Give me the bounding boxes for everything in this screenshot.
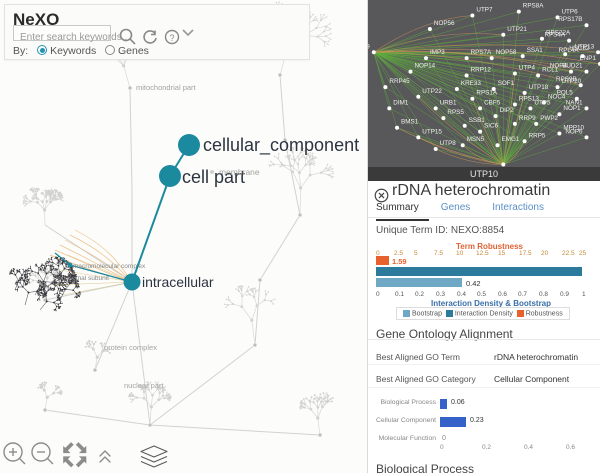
svg-text:RPS7A: RPS7A — [471, 49, 492, 56]
svg-text:ENP1: ENP1 — [580, 55, 597, 62]
svg-text:macromolecular complex: macromolecular complex — [73, 263, 146, 270]
svg-text:RPS5: RPS5 — [447, 109, 464, 116]
svg-text:RPS17B: RPS17B — [558, 16, 582, 23]
svg-text:RRP45: RRP45 — [389, 78, 410, 85]
svg-text:NOP58: NOP58 — [496, 49, 517, 56]
svg-text:URB1: URB1 — [440, 99, 457, 106]
svg-text:KRE33: KRE33 — [461, 80, 481, 87]
svg-text:UTP22: UTP22 — [422, 88, 442, 95]
svg-text:UTP6: UTP6 — [562, 8, 579, 15]
svg-text:?: ? — [169, 33, 174, 43]
svg-text:CBF5: CBF5 — [484, 99, 501, 106]
svg-text:NOP14: NOP14 — [415, 63, 436, 70]
svg-text:SSA1: SSA1 — [527, 47, 544, 54]
svg-text:EMG1: EMG1 — [502, 136, 520, 143]
svg-text:intracellular: intracellular — [142, 274, 214, 290]
svg-text:membrane: membrane — [219, 167, 260, 177]
svg-text:RRP9: RRP9 — [519, 115, 536, 122]
svg-text:NOP56: NOP56 — [434, 20, 455, 27]
svg-text:UTP7: UTP7 — [476, 7, 493, 14]
svg-text:MSN5: MSN5 — [467, 136, 485, 143]
svg-text:IMP3: IMP3 — [430, 49, 445, 56]
svg-text:protein complex: protein complex — [104, 343, 157, 352]
svg-text:ribosomal subunit: ribosomal subunit — [58, 275, 109, 282]
svg-text:cellular_component: cellular_component — [203, 135, 359, 156]
svg-text:SSB1: SSB1 — [469, 117, 486, 124]
svg-text:UTP18: UTP18 — [529, 84, 549, 91]
svg-text:nuclear part: nuclear part — [124, 381, 165, 390]
svg-text:PWP2: PWP2 — [540, 115, 558, 122]
svg-text:RPS8A: RPS8A — [523, 3, 544, 10]
svg-text:RRP12: RRP12 — [471, 67, 492, 74]
svg-text:SIC6: SIC6 — [484, 123, 498, 130]
svg-text:RPS4A: RPS4A — [544, 32, 565, 39]
svg-text:UTP13: UTP13 — [574, 43, 594, 50]
svg-text:BUD21: BUD21 — [562, 63, 583, 70]
svg-text:NOP1: NOP1 — [563, 105, 581, 112]
svg-text:DIM1: DIM1 — [393, 99, 409, 106]
svg-text:NOP6: NOP6 — [565, 128, 583, 135]
svg-text:RPS9B: RPS9B — [556, 76, 577, 83]
svg-text:UTP8: UTP8 — [440, 140, 457, 147]
svg-text:RPS1A: RPS1A — [476, 90, 497, 97]
svg-text:UTP21: UTP21 — [507, 26, 527, 33]
svg-text:UTP5: UTP5 — [534, 99, 551, 106]
svg-text:UTP4: UTP4 — [519, 65, 536, 72]
svg-text:RRP5: RRP5 — [529, 132, 546, 139]
svg-text:NOC4: NOC4 — [548, 94, 566, 101]
svg-text:DIP2: DIP2 — [500, 107, 514, 114]
svg-text:SOF1: SOF1 — [498, 80, 515, 87]
svg-text:mitochondrial part: mitochondrial part — [136, 83, 197, 92]
svg-text:BMS1: BMS1 — [401, 119, 419, 126]
svg-text:UTP15: UTP15 — [422, 128, 442, 135]
